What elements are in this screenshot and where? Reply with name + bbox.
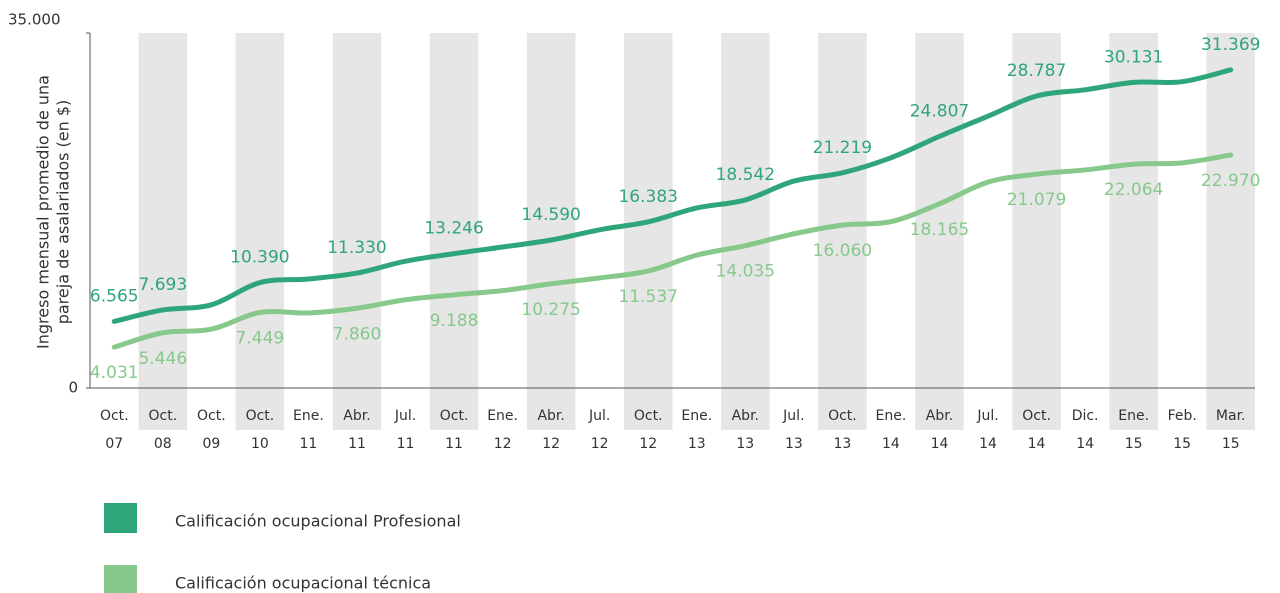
data-label: 22.064 (1104, 180, 1163, 200)
x-tick-label: 13 (785, 436, 803, 452)
data-label: 16.383 (618, 187, 677, 207)
stripe (818, 33, 867, 430)
x-tick-label: Jul. (782, 408, 804, 424)
data-label: 7.449 (236, 328, 285, 348)
stripe (915, 33, 964, 430)
stripe (429, 33, 479, 430)
x-tick-label: 13 (688, 436, 706, 452)
x-tick-label: Oct. (634, 408, 663, 424)
data-label: 24.807 (910, 101, 969, 121)
stripe (235, 33, 285, 430)
x-tick-label: 12 (639, 436, 657, 452)
legend-swatch (104, 565, 137, 593)
data-label: 21.079 (1007, 190, 1066, 210)
x-tick-label: 12 (542, 436, 560, 452)
x-tick-label: 14 (1076, 436, 1094, 452)
data-label: 21.219 (813, 138, 872, 158)
x-tick-label: Ene. (1118, 408, 1149, 424)
x-tick-label: 11 (397, 436, 415, 452)
x-tick-label: 14 (1028, 436, 1046, 452)
x-tick-label: Oct. (246, 408, 275, 424)
x-tick-label: 12 (494, 436, 512, 452)
x-tick-label: 14 (931, 436, 949, 452)
y-axis-label: pareja de asalariados (en $) (54, 100, 73, 325)
x-tick-label: Oct. (100, 408, 129, 424)
x-tick-label: 12 (591, 436, 609, 452)
x-tick-label: Jul. (588, 408, 610, 424)
data-label: 6.565 (90, 286, 139, 306)
stripe (721, 33, 770, 430)
x-tick-label: Jul. (976, 408, 998, 424)
x-tick-label: Dic. (1072, 408, 1099, 424)
data-label: 9.188 (430, 311, 479, 331)
data-label: 14.590 (521, 205, 580, 225)
stripe (623, 33, 673, 430)
stripe (1109, 33, 1158, 430)
series-line (111, 67, 1234, 324)
x-tick-label: Oct. (197, 408, 226, 424)
data-label: 11.537 (618, 287, 677, 307)
x-tick-label: 11 (348, 436, 366, 452)
data-label: 18.542 (716, 165, 775, 185)
x-tick-label: 10 (251, 436, 269, 452)
data-label: 18.165 (910, 220, 969, 240)
x-tick-label: Abr. (537, 408, 564, 424)
x-tick-label: 11 (445, 436, 463, 452)
x-tick-label: 15 (1173, 436, 1191, 452)
x-tick-label: 08 (154, 436, 172, 452)
data-label: 10.390 (230, 248, 289, 268)
stripe (1206, 33, 1255, 430)
x-tick-label: Abr. (926, 408, 953, 424)
x-tick-label: 14 (882, 436, 900, 452)
x-tick-label: Ene. (487, 408, 518, 424)
x-tick-label: Abr. (343, 408, 370, 424)
data-label: 28.787 (1007, 61, 1066, 81)
x-tick-label: 11 (300, 436, 318, 452)
x-tick-label: 07 (105, 436, 123, 452)
data-label: 5.446 (138, 349, 187, 369)
stripe (526, 33, 576, 430)
x-tick-label: Jul. (394, 408, 416, 424)
x-tick-label: 14 (979, 436, 997, 452)
x-tick-label: Ene. (681, 408, 712, 424)
stripe (332, 33, 382, 430)
stripe (138, 33, 188, 430)
data-label: 4.031 (90, 363, 139, 383)
x-tick-label: Mar. (1216, 408, 1246, 424)
data-label: 14.035 (716, 262, 775, 282)
x-tick-label: Oct. (828, 408, 857, 424)
y-tick-label: 0 (68, 379, 78, 397)
x-tick-label: 15 (1125, 436, 1143, 452)
legend-swatch (104, 503, 137, 533)
data-label: 31.369 (1201, 35, 1260, 55)
x-tick-label: Feb. (1168, 408, 1197, 424)
legend-label: Calificación ocupacional Profesional (175, 512, 461, 531)
data-label: 7.693 (138, 275, 187, 295)
x-tick-label: 13 (833, 436, 851, 452)
x-tick-label: Oct. (1022, 408, 1051, 424)
x-tick-label: Abr. (732, 408, 759, 424)
data-label: 10.275 (521, 300, 580, 320)
data-label: 16.060 (813, 241, 872, 261)
y-tick-label: 35.000 (8, 11, 61, 29)
x-tick-label: Oct. (440, 408, 469, 424)
x-tick-label: 09 (202, 436, 220, 452)
data-label: 30.131 (1104, 47, 1163, 67)
x-tick-label: Ene. (876, 408, 907, 424)
x-tick-label: Ene. (293, 408, 324, 424)
x-tick-label: 13 (736, 436, 754, 452)
x-tick-label: Oct. (148, 408, 177, 424)
data-label: 7.860 (333, 324, 382, 344)
y-axis-label: Ingreso mensual promedio de una (34, 75, 53, 349)
data-label: 13.246 (424, 219, 483, 239)
legend-label: Calificación ocupacional técnica (175, 574, 431, 593)
series-line (111, 152, 1234, 350)
data-label: 22.970 (1201, 171, 1260, 191)
x-tick-label: 15 (1222, 436, 1240, 452)
data-label: 11.330 (327, 238, 386, 258)
